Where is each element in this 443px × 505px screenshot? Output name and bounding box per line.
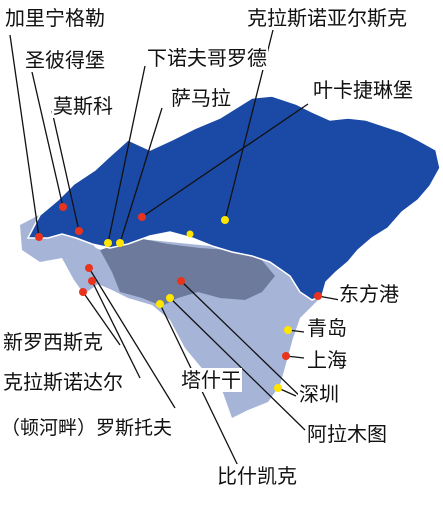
dot-bishkek [177,277,185,285]
leader-bishkek [180,280,307,403]
dot-shanghai [282,352,290,360]
leader-st-petersburg [31,71,64,208]
leader-arkhangelsk [9,34,40,238]
dot-arkhangelsk [35,233,43,241]
label-samara: 萨马拉 [170,86,232,110]
dot-novorossiysk [79,288,87,296]
leader-krasnodar [91,280,141,379]
dot-moscow [75,227,83,235]
label-krasnodar: 克拉斯诺达尔 [2,370,124,394]
dot-yekaterinburg [138,213,146,221]
russia-region [26,95,441,301]
label-nizhny-novgorod: 下诺夫哥罗德 [146,46,268,70]
label-krasnoyarsk: 克拉斯诺亚尔斯克 [246,6,408,30]
leader-samara [119,107,163,244]
label-st-petersburg: 圣彼得堡 [24,48,106,72]
leader-moscow [51,110,80,232]
dot-krasnodar [88,277,96,285]
label-rostov: （顿河畔）罗斯托夫 [0,416,174,440]
leader-rostov [88,267,176,409]
label-qingdao: 青岛 [306,316,348,340]
label-arkhangelsk: 加里宁格勒 [4,6,106,30]
label-bishkek: 比什凯克 [216,464,298,488]
label-tashkent: 塔什干 [180,368,242,392]
label-shanghai: 上海 [306,348,348,372]
dot-shenzhen [274,384,282,392]
city-markers [35,203,322,392]
dot-tashkent [156,300,164,308]
dot-qingdao [284,326,292,334]
label-moscow: 莫斯科 [52,94,114,118]
leader-nizhny [107,65,146,244]
dot-samara [116,239,124,247]
label-novorossiysk: 新罗西斯克 [2,330,104,354]
dot-st-petersburg [59,203,67,211]
label-yekaterinburg: 叶卡捷琳堡 [312,78,414,102]
dot-krasnoyarsk [221,216,229,224]
dot-almaty [166,294,174,302]
dot-central [186,230,194,238]
label-vostochny: 东方港 [338,282,400,306]
central-asia-region [100,238,275,306]
dot-vostochny [314,292,322,300]
leader-yekaterinburg [141,103,309,218]
dot-rostov [85,264,93,272]
label-almaty: 阿拉木图 [306,422,388,446]
dot-nizhny [104,239,112,247]
leader-novorossiysk [82,291,121,346]
label-shenzhen: 深圳 [298,382,340,406]
leader-almaty [169,297,306,431]
